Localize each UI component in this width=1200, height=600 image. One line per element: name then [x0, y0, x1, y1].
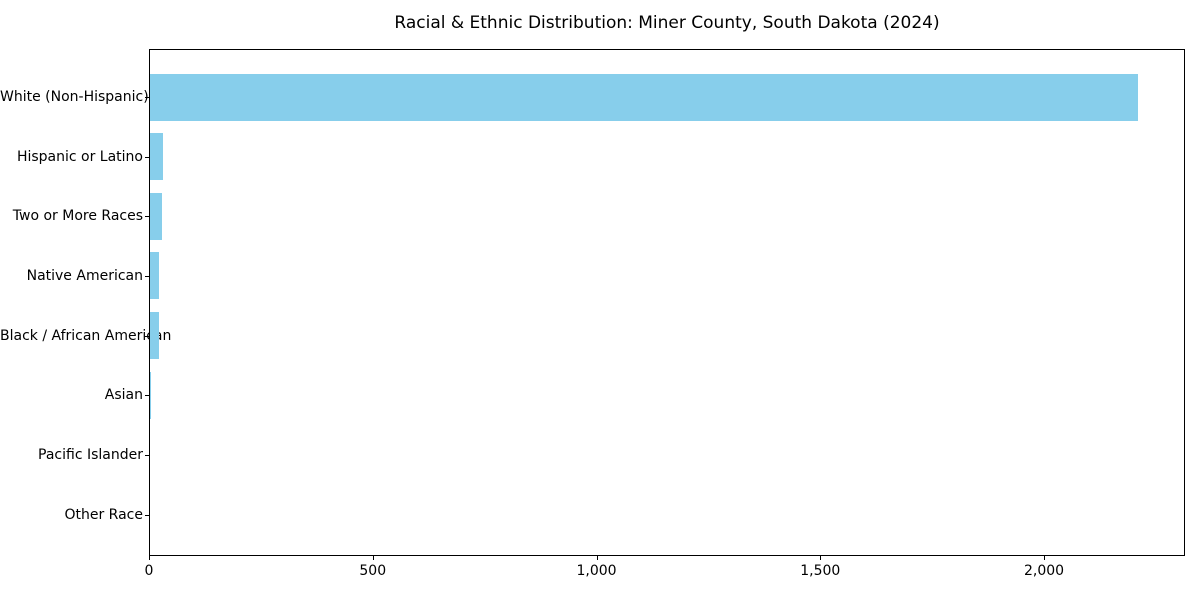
x-tick-500 [372, 556, 374, 560]
y-axis-label-asian: Asian [104, 387, 143, 404]
y-axis-label-hispanic-or-latino: Hispanic or Latino [16, 148, 143, 165]
y-axis-label-native-american: Native American [26, 267, 143, 284]
y-tick-black-african-american [145, 335, 149, 337]
y-tick-native-american [145, 275, 149, 277]
y-tick-other-race [145, 514, 149, 516]
bar-native-american [150, 252, 159, 300]
x-axis-tick-label-1000: 1,000 [576, 563, 617, 579]
bar-hispanic-or-latino [150, 133, 163, 181]
x-axis-tick-label-1500: 1,500 [800, 563, 841, 579]
y-tick-hispanic-or-latino [145, 156, 149, 158]
x-axis-tick-label-0: 0 [144, 563, 154, 579]
x-axis-tick-label-2000: 2,000 [1023, 563, 1065, 579]
y-tick-white-non-hispanic [145, 97, 149, 98]
bar-black-african-american [150, 312, 159, 360]
y-tick-two-or-more-races [145, 216, 149, 218]
y-axis-label-pacific-islander: Pacific Islander [38, 446, 143, 463]
chart-title: Racial & Ethnic Distribution: Miner Coun… [394, 13, 940, 33]
y-tick-pacific-islander [145, 454, 149, 456]
y-axis-label-black-african-american: Black / African American [0, 327, 172, 344]
bar-two-or-more-races [150, 192, 162, 240]
plot-area [149, 49, 1185, 556]
x-tick-0 [149, 556, 150, 560]
x-tick-1000 [596, 556, 598, 560]
y-tick-asian [145, 395, 149, 397]
x-tick-1500 [820, 556, 822, 560]
y-axis-label-other-race: Other Race [64, 506, 143, 523]
bar-white-non-hispanic [150, 73, 1138, 121]
bar-asian [150, 371, 151, 419]
y-axis-label-white-non-hispanic: White (Non-Hispanic) [0, 89, 149, 105]
x-tick-2000 [1044, 556, 1046, 560]
x-axis-tick-label-500: 500 [359, 563, 387, 579]
y-axis-label-two-or-more-races: Two or More Races [12, 208, 143, 225]
